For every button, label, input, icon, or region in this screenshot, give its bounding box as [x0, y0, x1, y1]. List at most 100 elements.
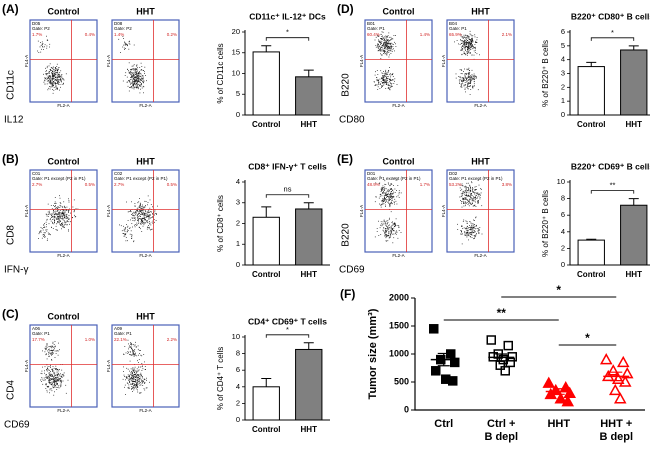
event-dot: [479, 229, 480, 231]
event-dot: [57, 210, 58, 211]
event-dot: [385, 51, 387, 53]
event-dot: [54, 83, 56, 85]
event-dot: [64, 216, 66, 218]
event-dot: [475, 197, 476, 198]
event-dot: [62, 224, 63, 225]
event-dot: [384, 38, 385, 40]
event-dot: [48, 223, 50, 225]
event-dot: [53, 81, 55, 83]
event-dot: [130, 210, 131, 211]
event-dot: [135, 72, 136, 73]
event-dot: [464, 73, 466, 74]
y-tick-label: 20: [232, 27, 240, 36]
event-dot: [51, 72, 53, 74]
channel-label: FL2-A: [474, 103, 486, 108]
event-dot: [51, 345, 53, 347]
event-dot: [46, 364, 48, 366]
event-dot: [385, 195, 387, 196]
event-dot: [129, 227, 131, 229]
event-dot: [65, 214, 67, 216]
event-dot: [61, 206, 63, 208]
event-dot: [131, 376, 133, 378]
flow-frame: [446, 169, 515, 253]
event-dot: [66, 216, 67, 217]
gate-label: Gate: P1 except (P2 in P1): [32, 176, 86, 181]
event-dot: [467, 51, 469, 53]
event-dot: [469, 200, 470, 202]
event-dot: [390, 48, 391, 50]
event-dot: [461, 86, 463, 88]
event-dot: [469, 232, 471, 234]
event-dot: [379, 49, 380, 50]
event-dot: [474, 47, 475, 48]
event-dot: [144, 214, 146, 216]
event-dot: [382, 192, 383, 193]
event-dot: [131, 372, 133, 374]
event-dot: [146, 228, 148, 230]
event-dot: [385, 204, 386, 206]
event-dot: [53, 376, 55, 377]
event-dot: [400, 232, 402, 233]
event-dot: [45, 374, 47, 376]
event-dot: [136, 370, 138, 372]
event-dot: [463, 52, 465, 54]
event-dot: [382, 78, 384, 80]
event-dot: [374, 74, 376, 76]
event-dot: [385, 199, 387, 200]
event-dot: [479, 197, 481, 198]
event-dot: [383, 81, 385, 83]
event-dot: [465, 74, 467, 75]
event-dot: [46, 343, 47, 345]
event-dot: [53, 213, 55, 215]
event-dot: [53, 352, 54, 354]
event-dot: [464, 47, 466, 49]
bar: [252, 216, 280, 266]
y-tick-label: 2: [561, 82, 565, 91]
event-dot: [463, 44, 465, 45]
event-dot: [63, 220, 65, 221]
event-dot: [58, 387, 60, 389]
event-dot: [386, 223, 388, 225]
event-dot: [142, 368, 144, 370]
event-dot: [44, 79, 46, 81]
event-dot: [474, 44, 476, 45]
event-dot: [133, 368, 135, 370]
sem-bar: [437, 352, 450, 367]
event-dot: [474, 205, 475, 207]
data-point: [606, 364, 620, 376]
event-dot: [464, 198, 466, 199]
event-dot: [140, 204, 141, 206]
event-dot: [139, 380, 140, 382]
event-dot: [131, 344, 133, 345]
event-dot: [128, 73, 130, 74]
event-dot: [470, 75, 471, 77]
event-dot: [477, 192, 479, 194]
event-dot: [48, 348, 50, 350]
event-dot: [386, 236, 387, 238]
event-dot: [52, 350, 54, 351]
event-dot: [383, 192, 384, 194]
event-dot: [132, 349, 133, 350]
event-dot: [139, 218, 141, 219]
event-dot: [147, 216, 149, 217]
event-dot: [469, 221, 471, 223]
event-dot: [391, 198, 393, 200]
event-dot: [462, 40, 464, 42]
event-dot: [474, 79, 475, 81]
event-dot: [50, 69, 51, 70]
y-tick-label: 10: [232, 332, 240, 341]
event-dot: [129, 87, 130, 88]
event-dot: [50, 86, 52, 88]
event-dot: [140, 82, 141, 83]
event-dot: [136, 371, 138, 373]
event-dot: [49, 374, 51, 376]
event-dot: [465, 42, 467, 44]
event-dot: [464, 190, 466, 192]
event-dot: [133, 215, 134, 217]
event-dot: [389, 79, 390, 80]
event-dot: [140, 354, 142, 356]
event-dot: [56, 74, 58, 76]
x-tick-label: HHT: [626, 120, 643, 129]
event-dot: [52, 84, 54, 86]
event-dot: [463, 77, 464, 79]
